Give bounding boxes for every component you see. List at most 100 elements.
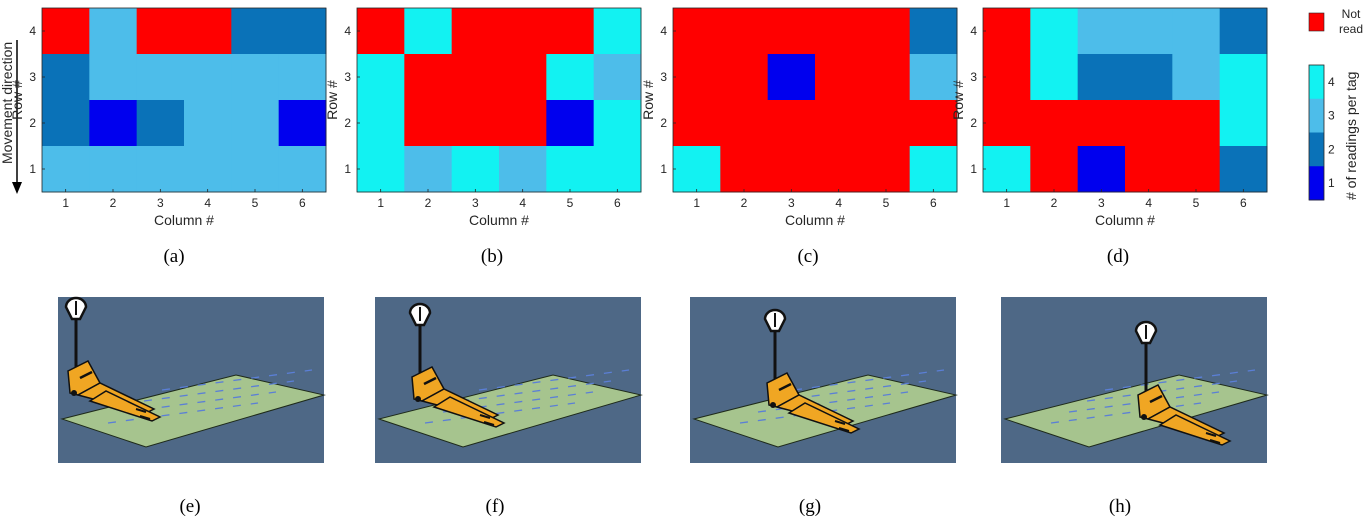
colorbar-segment bbox=[1309, 98, 1324, 133]
heatmap-cell bbox=[404, 100, 453, 147]
heatmap-cell bbox=[1030, 8, 1079, 55]
scene-background bbox=[58, 297, 324, 463]
x-tick-label: 3 bbox=[472, 196, 479, 210]
scene-f bbox=[375, 297, 643, 463]
y-tick-label: 4 bbox=[29, 24, 36, 38]
x-tick-label: 6 bbox=[614, 196, 621, 210]
y-tick-label: 2 bbox=[29, 116, 36, 130]
heatmap-cell bbox=[862, 54, 911, 101]
heatmap-cell bbox=[815, 146, 863, 193]
not-read-label-line1: Not bbox=[1342, 7, 1361, 21]
x-tick-label: 5 bbox=[252, 196, 259, 210]
heatmap-cell bbox=[1030, 146, 1079, 193]
heatmap-cell bbox=[89, 100, 138, 147]
y-axis-label: Row # bbox=[640, 80, 656, 120]
heatmap-cell bbox=[767, 8, 816, 55]
y-tick-label: 1 bbox=[344, 162, 351, 176]
heatmap-cell bbox=[89, 54, 138, 101]
heatmap-cell bbox=[862, 100, 911, 147]
x-tick-label: 6 bbox=[299, 196, 306, 210]
x-axis-label: Column # bbox=[1095, 212, 1155, 228]
colorbar-segment bbox=[1309, 166, 1324, 201]
heatmap-cell bbox=[673, 100, 721, 147]
y-tick-label: 1 bbox=[660, 162, 667, 176]
heatmap-cell bbox=[404, 146, 453, 193]
x-tick-label: 2 bbox=[110, 196, 117, 210]
heatmap-cell bbox=[231, 8, 280, 55]
caption-d: (d) bbox=[1107, 246, 1129, 267]
heatmap-cell bbox=[720, 8, 769, 55]
colorbar-title: # of readings per tag bbox=[1343, 72, 1359, 200]
heatmap-cell bbox=[815, 100, 863, 147]
caption-h: (h) bbox=[1109, 496, 1131, 517]
heatmap-cell bbox=[983, 54, 1031, 101]
heatmap-cell bbox=[673, 8, 721, 55]
heatmap-cell bbox=[983, 146, 1031, 193]
heatmap-cell bbox=[278, 54, 327, 101]
y-tick-label: 4 bbox=[970, 24, 977, 38]
heatmap-cell bbox=[1077, 8, 1126, 55]
x-tick-label: 1 bbox=[1003, 196, 1010, 210]
heatmap-cell bbox=[1172, 100, 1221, 147]
y-tick-label: 1 bbox=[29, 162, 36, 176]
heatmap-cell bbox=[767, 54, 816, 101]
heatmap-cell bbox=[136, 100, 185, 147]
x-tick-label: 3 bbox=[157, 196, 164, 210]
caption-f: (f) bbox=[486, 496, 505, 517]
heatmap-cell bbox=[89, 146, 138, 193]
heatmap-cell bbox=[231, 54, 280, 101]
heatmap-cell bbox=[451, 8, 500, 55]
tag-row bbox=[478, 369, 630, 391]
tag-row bbox=[143, 380, 295, 402]
heatmap-cell bbox=[862, 146, 911, 193]
y-tick-label: 3 bbox=[29, 70, 36, 84]
scene-background bbox=[1001, 297, 1267, 463]
heatmap-cell bbox=[909, 54, 958, 101]
heatmap-cell bbox=[1125, 100, 1173, 147]
heatmap-cell bbox=[184, 54, 232, 101]
tag-row bbox=[1050, 402, 1202, 424]
movement-direction-indicator: Movement direction bbox=[0, 40, 22, 194]
heatmap-cell bbox=[1125, 146, 1173, 193]
colorbar-segment bbox=[1309, 132, 1324, 167]
heatmap-cell bbox=[136, 146, 185, 193]
y-tick-label: 2 bbox=[970, 116, 977, 130]
heatmap-cell bbox=[357, 146, 405, 193]
heatmap-cell bbox=[546, 146, 595, 193]
heatmap-cell bbox=[546, 100, 595, 147]
heatmap-cell bbox=[593, 146, 642, 193]
y-tick-label: 3 bbox=[344, 70, 351, 84]
x-tick-label: 3 bbox=[1098, 196, 1105, 210]
x-tick-label: 1 bbox=[62, 196, 69, 210]
not-read-label-line2: read bbox=[1339, 22, 1363, 36]
heatmap-cell bbox=[357, 100, 405, 147]
floor-pallet-area bbox=[1003, 374, 1269, 448]
heatmap-cell bbox=[1030, 54, 1079, 101]
x-tick-label: 2 bbox=[1051, 196, 1058, 210]
x-tick-label: 6 bbox=[1240, 196, 1247, 210]
tag-row bbox=[161, 369, 313, 391]
colorbar: Not read 4 3 2 1 # of readings per tag bbox=[1308, 7, 1363, 201]
heatmap-cell bbox=[1219, 54, 1268, 101]
y-axis-label: Row # bbox=[9, 80, 25, 120]
scene-background bbox=[690, 297, 956, 463]
heatmap-cell bbox=[720, 146, 769, 193]
heatmap-cell bbox=[673, 146, 721, 193]
heatmap-cell bbox=[184, 8, 232, 55]
plot-frame bbox=[982, 7, 1268, 193]
heatmap-cell bbox=[278, 8, 327, 55]
y-tick-label: 2 bbox=[344, 116, 351, 130]
colorbar-tick-label: 3 bbox=[1328, 109, 1335, 123]
heatmap-d: 1 2 3 4 5 6 1 2 3 4 Column # Row # bbox=[950, 7, 1268, 228]
x-tick-label: 3 bbox=[788, 196, 795, 210]
x-tick-label: 4 bbox=[204, 196, 211, 210]
heatmap-cell bbox=[89, 8, 138, 55]
colorbar-scale: 4 3 2 1 bbox=[1308, 64, 1335, 201]
plot-frame bbox=[672, 7, 958, 193]
heatmap-cell bbox=[593, 100, 642, 147]
y-tick-label: 3 bbox=[660, 70, 667, 84]
heatmap-cell bbox=[499, 100, 547, 147]
colorbar-frame bbox=[1308, 64, 1325, 201]
heatmap-a: 1 2 3 4 5 6 1 2 3 4 Column # Row # bbox=[9, 7, 327, 228]
